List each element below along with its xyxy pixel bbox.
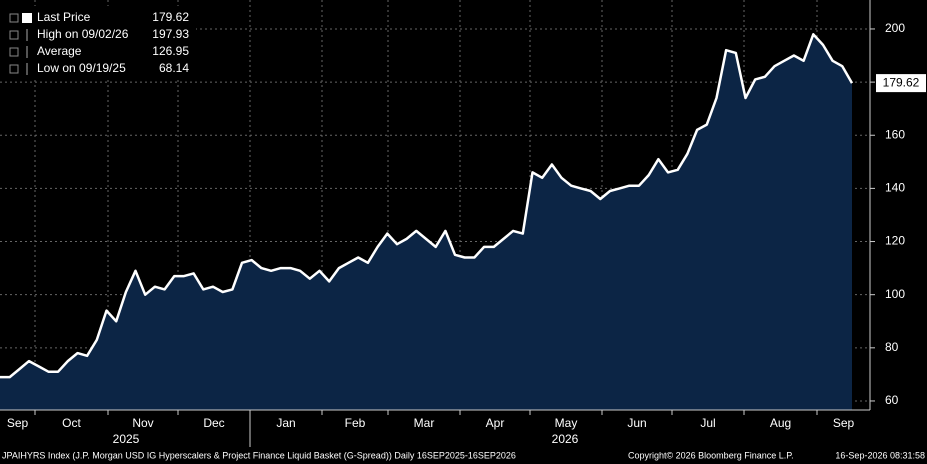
legend: Last Price 179.62 High on 09/02/26 197.93 Av…	[0, 6, 196, 80]
axes: 6080100120140160180200SepOctNovDecJanFeb…	[0, 0, 926, 447]
footer-timestamp: 16-Sep-2026 08:31:58	[835, 450, 925, 460]
legend-icon	[9, 13, 19, 23]
x-tick-label: Jul	[700, 416, 715, 430]
footer-description: JPAIHYRS Index (J.P. Morgan USD IG Hyper…	[2, 450, 516, 460]
legend-icon	[9, 64, 19, 74]
legend-label: High on 09/02/26	[37, 27, 129, 41]
x-tick-label: May	[555, 416, 578, 430]
y-tick-label: 140	[885, 181, 905, 195]
x-tick-label: Nov	[132, 416, 153, 430]
x-tick-label: Jan	[276, 416, 295, 430]
y-tick-label: 160	[885, 127, 905, 141]
x-tick-label: Jun	[627, 416, 646, 430]
x-tick-label: Sep	[7, 416, 29, 430]
legend-value: 68.14	[159, 61, 189, 75]
x-tick-label: Apr	[486, 416, 505, 430]
y-tick-label: 120	[885, 234, 905, 248]
x-tick-label: Oct	[62, 416, 81, 430]
legend-value: 197.93	[152, 27, 189, 41]
line	[0, 33, 854, 379]
x-tick-label: Feb	[345, 416, 366, 430]
x-tick-label: Aug	[770, 416, 791, 430]
y-tick-label: 100	[885, 287, 905, 301]
y-tick-label: 80	[885, 340, 899, 354]
y-tick-label: 60	[885, 393, 899, 407]
last-value-label: 179.62	[883, 75, 920, 89]
legend-icon	[9, 30, 19, 40]
legend-value: 179.62	[152, 10, 189, 24]
x-tick-label: Dec	[203, 416, 224, 430]
x-tick-label: Sep	[833, 416, 855, 430]
legend-label: Last Price	[37, 10, 91, 24]
legend-box	[0, 6, 196, 80]
legend-label: Low on 09/19/25	[37, 61, 126, 75]
x-tick-label: Mar	[414, 416, 435, 430]
legend-value: 126.95	[152, 44, 189, 58]
area	[0, 34, 852, 411]
legend-swatch	[22, 13, 32, 23]
last-value-box	[876, 74, 926, 93]
legend-icon	[9, 47, 19, 57]
footer-copyright: Copyright© 2026 Bloomberg Finance L.P.	[628, 450, 794, 460]
year-label: 2025	[113, 432, 140, 446]
legend-label: Average	[37, 44, 82, 58]
y-tick-label: 200	[885, 21, 905, 35]
plot	[0, 33, 854, 411]
year-label: 2026	[552, 432, 579, 446]
